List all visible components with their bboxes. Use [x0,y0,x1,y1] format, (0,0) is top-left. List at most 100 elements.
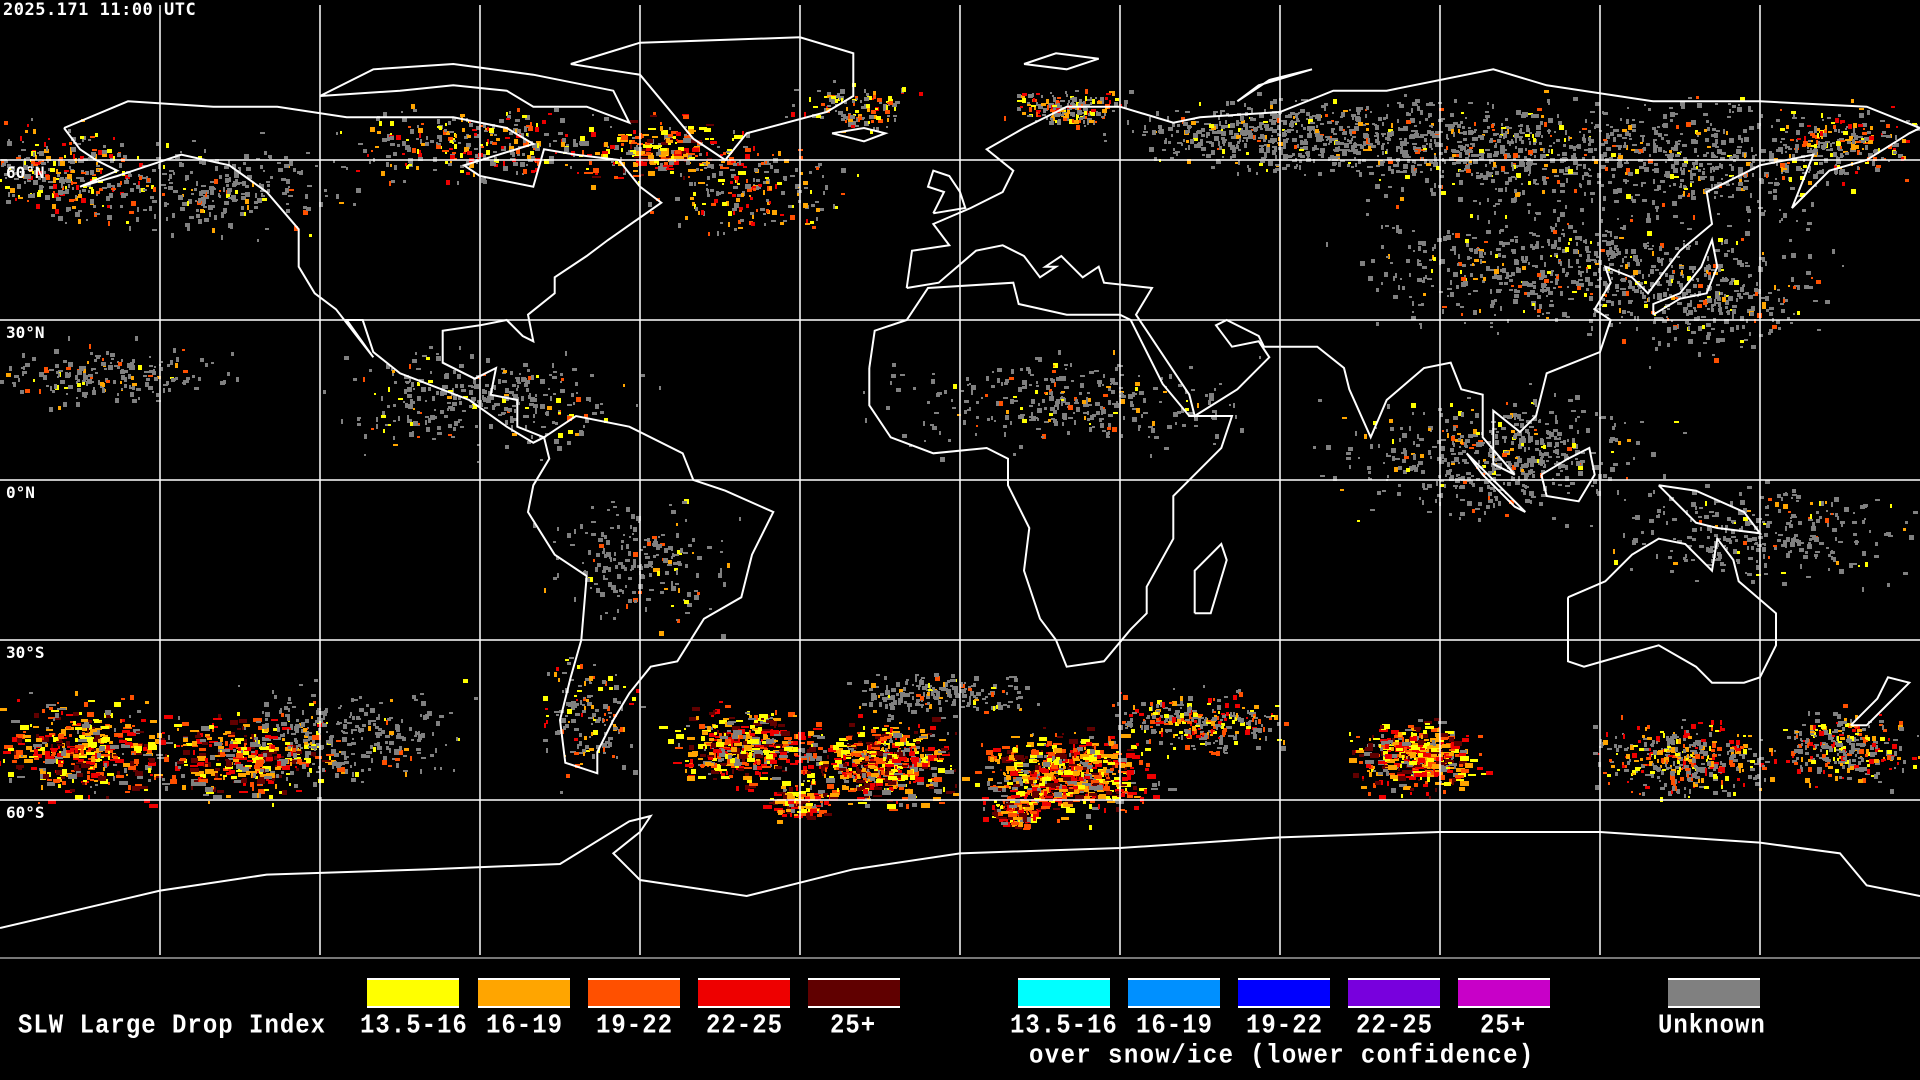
cloud-pixel [1382,145,1384,150]
cloud-pixel [561,378,564,381]
cloud-pixel [1522,260,1527,263]
cloud-pixel [24,181,26,184]
cloud-pixel [1461,277,1466,281]
cloud-pixel [690,197,694,200]
cloud-pixel [1326,242,1328,247]
cloud-pixel [1584,172,1588,176]
cloud-pixel [1309,131,1311,133]
cloud-pixel [638,181,640,186]
cloud-pixel [1498,199,1502,202]
cloud-pixel [1514,197,1517,202]
cloud-pixel [88,374,93,377]
cloud-pixel [540,379,545,384]
cloud-pixel [652,136,658,138]
cloud-pixel [734,176,739,180]
cloud-pixel [1240,428,1244,433]
cloud-pixel [1471,475,1474,477]
cloud-pixel [37,168,40,173]
cloud-pixel [1458,254,1460,259]
cloud-pixel [230,225,233,229]
cloud-pixel [458,142,461,144]
cloud-pixel [1688,326,1690,330]
cloud-pixel [1516,173,1521,178]
cloud-pixel [924,440,926,442]
cloud-pixel [156,157,161,159]
cloud-pixel [1654,130,1658,135]
cloud-pixel [1486,171,1489,176]
cloud-pixel [1214,136,1219,141]
cloud-pixel [1310,122,1315,124]
cloud-pixel [1563,233,1565,237]
cloud-pixel [1732,314,1734,319]
cloud-pixel [1698,284,1703,288]
cloud-pixel [1204,123,1208,125]
cloud-pixel [1366,106,1369,110]
cloud-pixel [1859,152,1862,155]
cloud-pixel [1396,149,1398,152]
cloud-pixel [736,198,740,202]
cloud-pixel [1488,499,1493,503]
cloud-pixel [1502,242,1505,247]
cloud-pixel [1044,421,1049,423]
cloud-pixel [1773,189,1777,193]
cloud-pixel [1265,128,1270,131]
cloud-pixel [1533,180,1536,184]
cloud-pixel [1576,281,1579,286]
cloud-pixel [66,207,71,211]
cloud-pixel [1132,393,1137,395]
cloud-pixel [571,393,574,397]
cloud-pixel [710,141,717,144]
cloud-pixel [1342,132,1345,134]
cloud-pixel [1457,124,1461,128]
cloud-pixel [1535,133,1540,137]
cloud-pixel [771,220,776,222]
cloud-pixel [1811,202,1814,207]
cloud-pixel [1294,145,1297,149]
cloud-pixel [175,377,178,380]
cloud-pixel [1632,129,1636,132]
cloud-pixel [1453,272,1458,277]
cloud-pixel [1657,185,1661,190]
cloud-pixel [1780,141,1782,143]
cloud-pixel [87,379,92,384]
cloud-pixel [1568,266,1573,268]
cloud-pixel [1256,172,1258,175]
cloud-pixel [252,182,254,187]
cloud-pixel [728,192,732,194]
cloud-pixel [224,166,229,169]
cloud-pixel [1411,316,1416,320]
cloud-pixel [1163,391,1167,393]
cloud-pixel [286,209,290,213]
cloud-pixel [1247,165,1249,168]
cloud-pixel [1030,374,1034,376]
cloud-pixel [857,174,859,177]
cloud-pixel [1056,113,1060,117]
cloud-pixel [1806,271,1811,275]
cloud-pixel [1482,465,1486,468]
cloud-pixel [1642,274,1644,279]
cloud-pixel [1557,247,1561,250]
cloud-pixel [1260,161,1265,163]
cloud-pixel [1529,141,1531,145]
cloud-pixel [1388,160,1393,164]
cloud-pixel [1769,307,1774,310]
cloud-pixel [1315,135,1318,137]
cloud-pixel [1292,160,1297,162]
cloud-pixel [1726,295,1729,297]
cloud-pixel [1682,144,1687,146]
cloud-pixel [1414,160,1416,164]
cloud-pixel [1065,368,1067,370]
cloud-pixel [1406,156,1411,158]
cloud-pixel [264,151,267,155]
cloud-pixel [1019,445,1023,449]
cloud-pixel [1655,206,1659,209]
cloud-pixel [1531,496,1536,498]
cloud-pixel [817,90,821,92]
cloud-pixel [543,394,548,396]
cloud-pixel [1100,423,1104,428]
cloud-pixel [1041,436,1044,438]
cloud-pixel [1597,181,1601,184]
cloud-pixel [289,161,293,166]
cloud-pixel [444,415,448,418]
cloud-pixel [738,227,743,229]
